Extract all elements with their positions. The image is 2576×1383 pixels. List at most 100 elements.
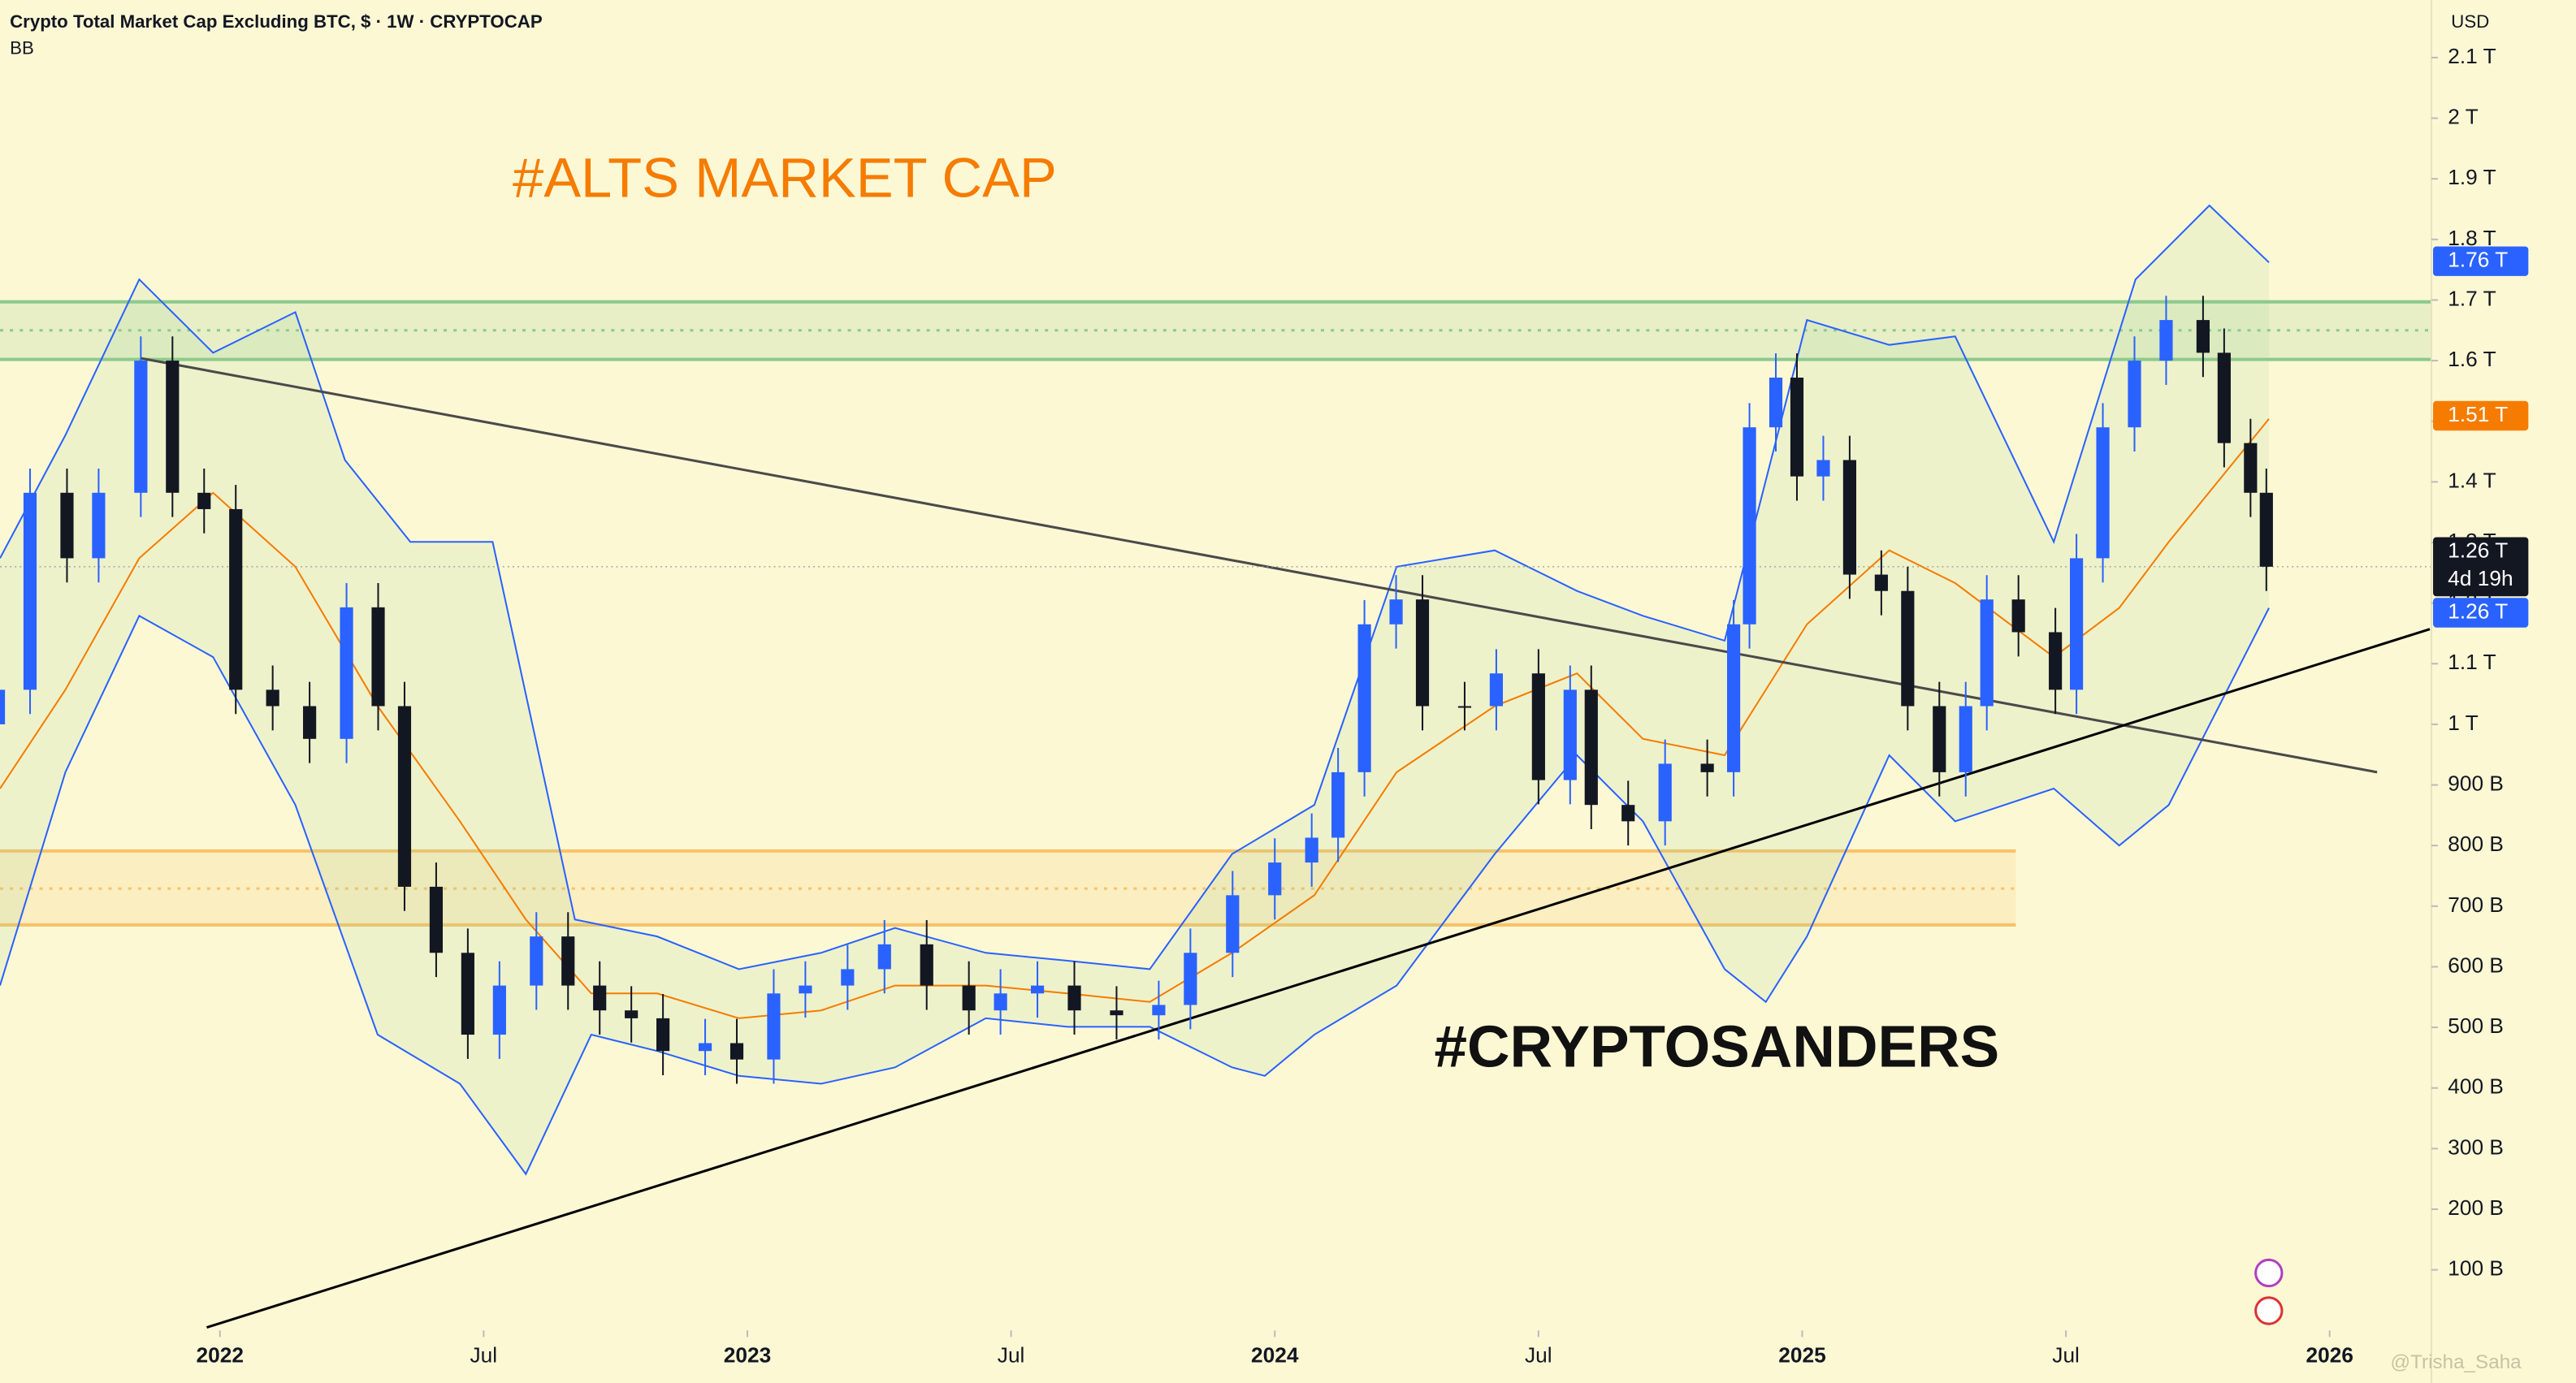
x-tick-label: Jul (998, 1343, 1025, 1368)
candle-body (1700, 763, 1714, 772)
plot-area (0, 204, 2432, 1329)
candle-body (1305, 837, 1318, 863)
candle-body (698, 1043, 712, 1052)
x-tick-label: 2026 (2305, 1343, 2353, 1368)
candle-body (134, 361, 148, 493)
candle-body (2070, 558, 2084, 690)
y-tick-label: 1.9 T (2448, 165, 2496, 189)
candle-body (371, 607, 385, 707)
x-tick-label: Jul (1525, 1343, 1552, 1368)
candle-body (461, 953, 474, 1035)
annotation: #ALTS MARKET CAP (513, 147, 1057, 210)
candle-body (1531, 673, 1545, 780)
y-tick-label: 2 T (2448, 104, 2478, 128)
candle-body (340, 607, 353, 739)
y-tick-label: 2.1 T (2448, 44, 2496, 68)
icon[interactable] (2254, 1296, 2284, 1325)
x-tick-label: 2024 (1251, 1343, 1299, 1368)
candle-body (2011, 599, 2025, 633)
x-tick-label: 2022 (197, 1343, 244, 1368)
candle-body (767, 993, 781, 1060)
candle-body (2096, 427, 2110, 559)
trendline (206, 628, 2431, 1329)
candle-body (730, 1043, 744, 1060)
candle-body (429, 886, 444, 953)
candle-body (2244, 443, 2258, 493)
candle-body (994, 993, 1007, 1011)
candle-body (1901, 590, 1915, 707)
y-tick-label: 500 B (2448, 1013, 2504, 1038)
price-label (2433, 537, 2529, 597)
candle-body (2159, 320, 2173, 361)
candle-body (1621, 805, 1635, 822)
candle-body (877, 944, 891, 970)
annotation: #CRYPTOSANDERS (1434, 1014, 1999, 1080)
candle-body (1816, 460, 1830, 477)
candle-body (1743, 427, 1756, 625)
candle-body (625, 1010, 639, 1018)
candle-body (593, 985, 607, 1011)
price-label-text: 1.26 T (2448, 599, 2508, 623)
candle-body (492, 985, 506, 1035)
icon[interactable] (2254, 1258, 2284, 1288)
x-tick-label: Jul (2052, 1343, 2080, 1368)
candle-body (1933, 706, 1946, 772)
chart-title: Crypto Total Market Cap Excluding BTC, $… (10, 11, 543, 32)
candle-body (1067, 985, 1081, 1011)
bollinger-band (0, 607, 2270, 1176)
candle-body (1726, 624, 1741, 772)
candle-body (656, 1018, 670, 1052)
candle-body (1980, 599, 1994, 707)
candle-body (530, 936, 543, 986)
candle-body (1790, 377, 1804, 477)
indicator-label: BB (10, 38, 34, 58)
candle-body (2196, 320, 2210, 353)
candle-body (2128, 361, 2141, 428)
candle-body (1489, 673, 1504, 707)
candle-body (1389, 599, 1403, 625)
candle-body (23, 492, 37, 690)
y-tick-label: 700 B (2448, 892, 2504, 917)
currency-label: USD (2451, 11, 2489, 32)
candle-body (1415, 599, 1430, 707)
y-tick-label: 1.8 T (2448, 226, 2496, 250)
y-tick-label: 1.1 T (2448, 650, 2496, 674)
candle-body (561, 936, 575, 986)
candle-body (1457, 706, 1472, 708)
y-tick-label: 1.4 T (2448, 468, 2496, 492)
candle-body (1357, 624, 1371, 772)
candle-body (1030, 985, 1045, 994)
candle-body (1331, 771, 1345, 838)
candle-body (1842, 460, 1857, 575)
candle-body (397, 706, 412, 887)
y-tick-label: 800 B (2448, 832, 2504, 856)
candle-body (962, 985, 976, 1011)
y-tick-label: 600 B (2448, 953, 2504, 977)
candle-body (1226, 895, 1240, 953)
candle-body (0, 689, 6, 724)
candle-body (1658, 763, 1672, 822)
trendline (141, 357, 2378, 774)
candle-body (166, 361, 180, 493)
candle-body (1110, 1010, 1123, 1016)
candle-body (60, 492, 74, 559)
candle-body (2217, 352, 2231, 443)
y-tick-label: 200 B (2448, 1195, 2504, 1220)
candle-body (1874, 574, 1888, 591)
y-tick-label: 900 B (2448, 771, 2504, 795)
x-tick-label: 2025 (1778, 1343, 1825, 1368)
bollinger-band (0, 204, 2270, 970)
candle-body (303, 706, 317, 739)
price-label (2433, 246, 2529, 276)
price-label-text: 1.76 T (2448, 248, 2508, 272)
candle-body (2049, 632, 2063, 690)
price-label-text: 1.51 T (2448, 402, 2508, 426)
y-tick-label: 1.6 T (2448, 347, 2496, 371)
price-label (2433, 400, 2529, 431)
candle-body (1184, 953, 1197, 1005)
price-label-sub: 4d 19h (2448, 566, 2513, 590)
x-tick-label: Jul (470, 1343, 498, 1368)
bollinger-band (0, 418, 2270, 1019)
y-tick-label: 400 B (2448, 1074, 2504, 1099)
